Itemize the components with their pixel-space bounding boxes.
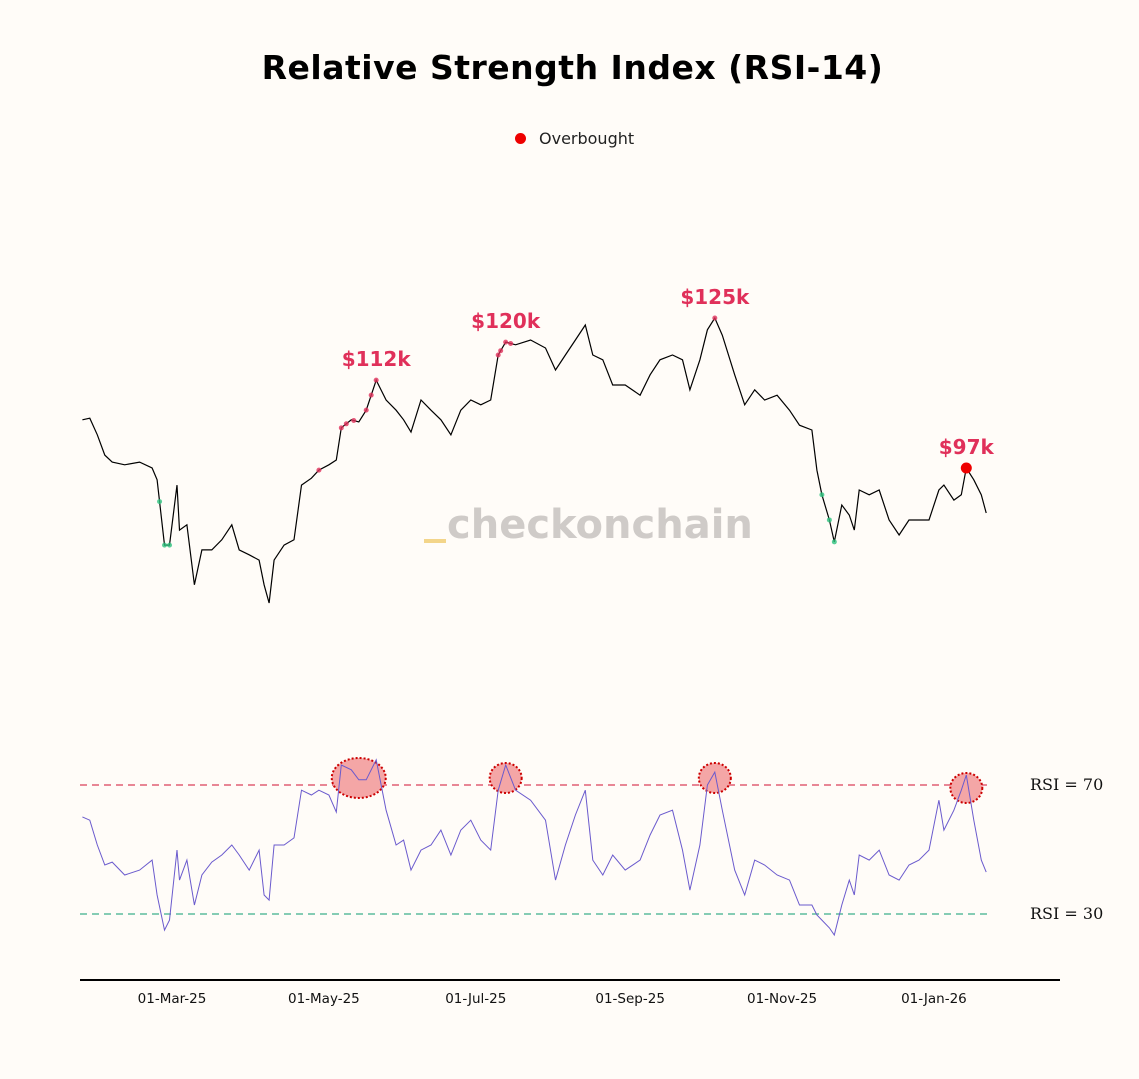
x-tick-label: 01-May-25 — [288, 991, 360, 1007]
oversold-marker — [819, 492, 825, 498]
rsi-overbought-highlight — [697, 762, 732, 794]
overbought-marker — [351, 418, 357, 424]
oversold-marker — [167, 542, 173, 548]
price-annotation: $120k — [471, 309, 541, 333]
watermark-underscore — [424, 539, 446, 543]
price-annotation: $125k — [680, 285, 750, 309]
price-annotation: $112k — [342, 347, 412, 371]
overbought-marker — [363, 407, 369, 413]
x-tick-label: 01-Jan-26 — [901, 991, 967, 1007]
price-line — [82, 316, 987, 604]
rsi-70-label: RSI = 70 — [1030, 775, 1103, 794]
latest-overbought-marker — [960, 462, 972, 474]
watermark-text: checkonchain — [447, 502, 753, 548]
x-tick-label: 01-Jul-25 — [445, 991, 506, 1007]
rsi-line — [82, 758, 987, 937]
oversold-marker — [157, 499, 163, 505]
rsi-30-label: RSI = 30 — [1030, 904, 1103, 923]
legend-label-overbought: Overbought — [539, 129, 635, 148]
chart-title: Relative Strength Index (RSI-14) — [261, 48, 884, 87]
x-tick-label: 01-Nov-25 — [747, 991, 817, 1007]
oversold-marker — [831, 539, 837, 545]
legend-marker-overbought — [515, 133, 526, 144]
overbought-marker — [316, 467, 322, 473]
overbought-marker — [503, 339, 509, 345]
rsi-overbought-highlight — [949, 772, 984, 804]
overbought-marker — [368, 392, 374, 398]
oversold-marker — [826, 517, 832, 523]
price-annotation: $97k — [939, 435, 995, 459]
overbought-marker — [338, 425, 344, 431]
overbought-marker — [343, 421, 349, 427]
legend: Overbought — [515, 129, 634, 148]
x-tick-label: 01-Sep-25 — [595, 991, 665, 1007]
oversold-marker — [162, 542, 168, 548]
overbought-marker — [495, 352, 501, 358]
rsi-overbought-highlight — [488, 762, 523, 794]
overbought-marker — [373, 377, 379, 383]
overbought-marker — [712, 315, 718, 321]
x-tick-label: 01-Mar-25 — [138, 991, 207, 1007]
overbought-marker — [498, 348, 504, 354]
watermark: checkonchain — [424, 502, 753, 548]
overbought-marker — [508, 340, 514, 346]
